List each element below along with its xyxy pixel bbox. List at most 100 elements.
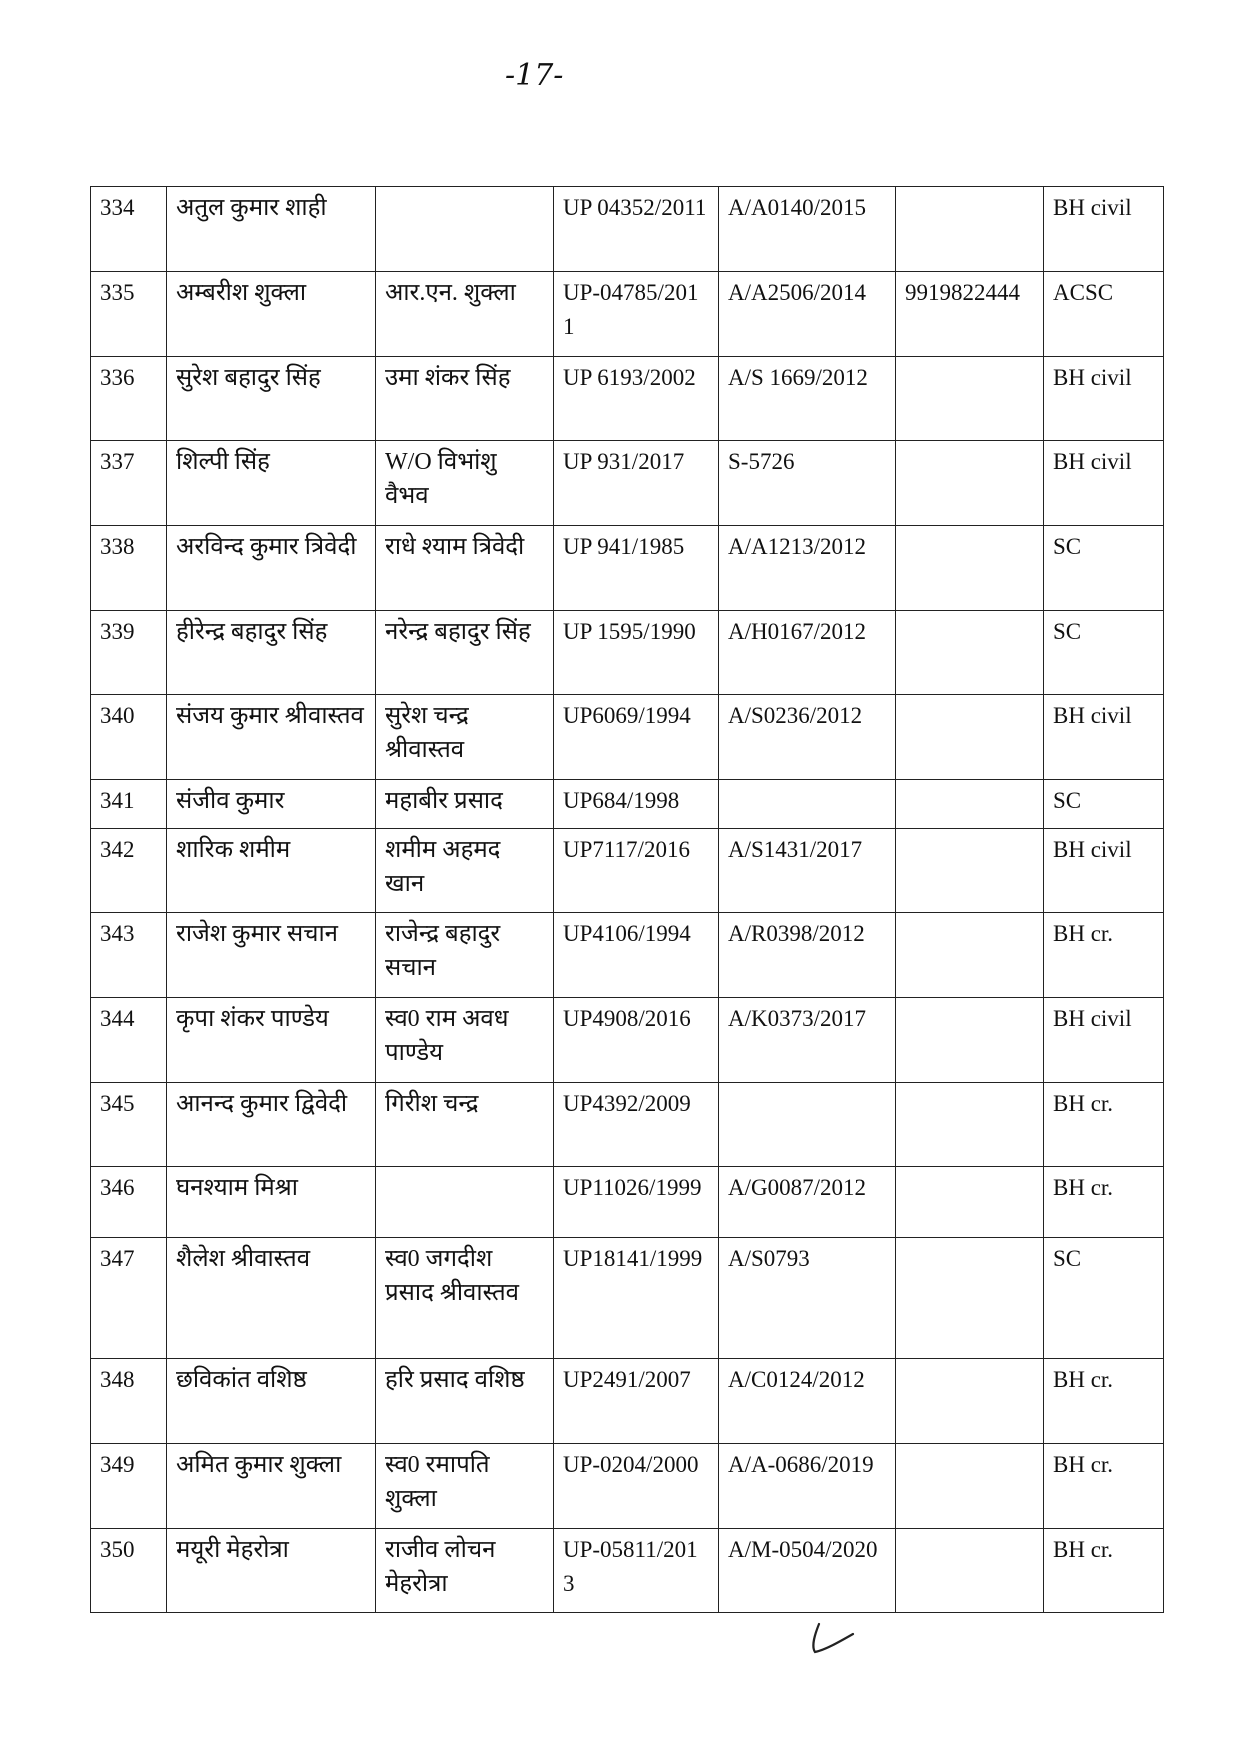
cell-court: BH civil [1043,694,1164,780]
cell-enroll: UP684/1998 [553,779,719,829]
cell-father: सुरेश चन्द्र श्रीवास्तव [375,694,554,780]
table-row: 344 कृपा शंकर पाण्डेय स्व0 राम अवध पाण्डेय… [90,997,1164,1083]
cell-mobile [895,1166,1044,1238]
cell-court: SC [1043,610,1164,695]
table-row: 349 अमित कुमार शुक्ला स्व0 रमापति शुक्ला UP… [90,1443,1164,1529]
table-row: 343 राजेश कुमार सचान राजेन्द्र बहादुर सचान… [90,912,1164,998]
cell-court: BH civil [1043,356,1164,441]
cell-reg: A/S 1669/2012 [718,356,896,441]
cell-name: संजय कुमार श्रीवास्तव [166,694,376,780]
cell-enroll: UP 6193/2002 [553,356,719,441]
cell-mobile [895,828,1044,913]
cell-name: अरविन्द कुमार त्रिवेदी [166,525,376,611]
cell-reg [718,779,896,829]
table-row: 338 अरविन्द कुमार त्रिवेदी राधे श्याम त्रि… [90,525,1164,611]
cell-sno: 345 [90,1082,167,1167]
cell-reg: A/S1431/2017 [718,828,896,913]
table-row: 336 सुरेश बहादुर सिंह उमा शंकर सिंह UP 6193… [90,356,1164,441]
cell-sno: 340 [90,694,167,780]
table-row: 347 शैलेश श्रीवास्तव स्व0 जगदीश प्रसाद श्र… [90,1237,1164,1359]
cell-father [375,186,554,272]
cell-sno: 338 [90,525,167,611]
cell-name: शारिक शमीम [166,828,376,913]
cell-sno: 337 [90,440,167,526]
cell-father: स्व0 रमापति शुक्ला [375,1443,554,1529]
cell-enroll: UP-04785/2011 [553,271,719,357]
cell-sno: 344 [90,997,167,1083]
cell-enroll: UP 941/1985 [553,525,719,611]
cell-sno: 341 [90,779,167,829]
cell-father: आर.एन. शुक्ला [375,271,554,357]
cell-father: W/O विभांशु वैभव [375,440,554,526]
cell-sno: 350 [90,1528,167,1613]
table-row: 334 अतुल कुमार शाही UP 04352/2011 A/A0140/2… [90,186,1164,272]
cell-name: हीरेन्द्र बहादुर सिंह [166,610,376,695]
cell-name: मयूरी मेहरोत्रा [166,1528,376,1613]
cell-name: आनन्द कुमार द्विवेदी [166,1082,376,1167]
cell-reg: A/A0140/2015 [718,186,896,272]
cell-court: SC [1043,1237,1164,1359]
cell-reg: A/C0124/2012 [718,1358,896,1444]
cell-mobile [895,1082,1044,1167]
cell-name: अमित कुमार शुक्ला [166,1443,376,1529]
cell-court: BH civil [1043,186,1164,272]
cell-father: राजेन्द्र बहादुर सचान [375,912,554,998]
cell-name: राजेश कुमार सचान [166,912,376,998]
table-row: 340 संजय कुमार श्रीवास्तव सुरेश चन्द्र श्र… [90,694,1164,780]
table-row: 335 अम्बरीश शुक्ला आर.एन. शुक्ला UP-04785/2… [90,271,1164,357]
cell-name: संजीव कुमार [166,779,376,829]
cell-reg: A/S0236/2012 [718,694,896,780]
cell-name: अम्बरीश शुक्ला [166,271,376,357]
cell-name: कृपा शंकर पाण्डेय [166,997,376,1083]
cell-enroll: UP4392/2009 [553,1082,719,1167]
cell-court: BH cr. [1043,1528,1164,1613]
cell-reg: A/H0167/2012 [718,610,896,695]
cell-court: SC [1043,525,1164,611]
cell-enroll: UP-05811/2013 [553,1528,719,1613]
cell-sno: 346 [90,1166,167,1238]
cell-sno: 348 [90,1358,167,1444]
cell-name: अतुल कुमार शाही [166,186,376,272]
table-row: 342 शारिक शमीम शमीम अहमद खान UP7117/2016 A/S… [90,828,1164,913]
cell-father: शमीम अहमद खान [375,828,554,913]
cell-mobile [895,186,1044,272]
table-row: 350 मयूरी मेहरोत्रा राजीव लोचन मेहरोत्रा UP… [90,1528,1164,1613]
cell-father: गिरीश चन्द्र [375,1082,554,1167]
cell-mobile [895,356,1044,441]
cell-court: BH civil [1043,828,1164,913]
cell-reg: A/G0087/2012 [718,1166,896,1238]
cell-father: नरेन्द्र बहादुर सिंह [375,610,554,695]
cell-sno: 349 [90,1443,167,1529]
cell-mobile [895,997,1044,1083]
cell-father: राजीव लोचन मेहरोत्रा [375,1528,554,1613]
cell-reg: A/M-0504/2020 [718,1528,896,1613]
cell-father [375,1166,554,1238]
cell-name: शिल्पी सिंह [166,440,376,526]
cell-court: BH cr. [1043,1082,1164,1167]
cell-enroll: UP2491/2007 [553,1358,719,1444]
table-row: 346 घनश्याम मिश्रा UP11026/1999 A/G0087/201… [90,1166,1164,1238]
cell-enroll: UP6069/1994 [553,694,719,780]
cell-enroll: UP7117/2016 [553,828,719,913]
cell-reg: A/R0398/2012 [718,912,896,998]
cell-name: सुरेश बहादुर सिंह [166,356,376,441]
cell-father: महाबीर प्रसाद [375,779,554,829]
cell-reg: A/K0373/2017 [718,997,896,1083]
table-row: 345 आनन्द कुमार द्विवेदी गिरीश चन्द्र UP439… [90,1082,1164,1167]
cell-sno: 343 [90,912,167,998]
cell-mobile [895,440,1044,526]
cell-sno: 339 [90,610,167,695]
cell-reg: A/A1213/2012 [718,525,896,611]
cell-name: शैलेश श्रीवास्तव [166,1237,376,1359]
cell-mobile [895,1443,1044,1529]
cell-enroll: UP11026/1999 [553,1166,719,1238]
cell-mobile [895,1237,1044,1359]
cell-enroll: UP18141/1999 [553,1237,719,1359]
table-row: 348 छविकांत वशिष्ठ हरि प्रसाद वशिष्ठ UP2491… [90,1358,1164,1444]
cell-enroll: UP 931/2017 [553,440,719,526]
cell-sno: 336 [90,356,167,441]
cell-reg [718,1082,896,1167]
cell-mobile: 9919822444 [895,271,1044,357]
cell-enroll: UP 04352/2011 [553,186,719,272]
cell-reg: A/A-0686/2019 [718,1443,896,1529]
